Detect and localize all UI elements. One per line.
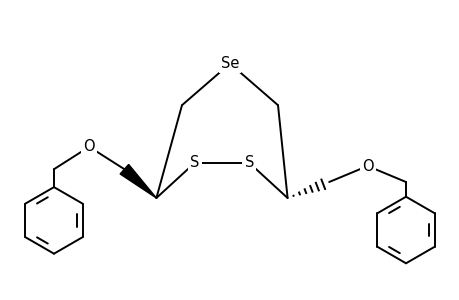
Text: O: O [83,139,95,154]
Text: S: S [244,155,253,170]
Text: S: S [190,155,199,170]
Text: O: O [361,158,373,173]
Polygon shape [120,164,156,198]
Text: Se: Se [220,56,239,71]
